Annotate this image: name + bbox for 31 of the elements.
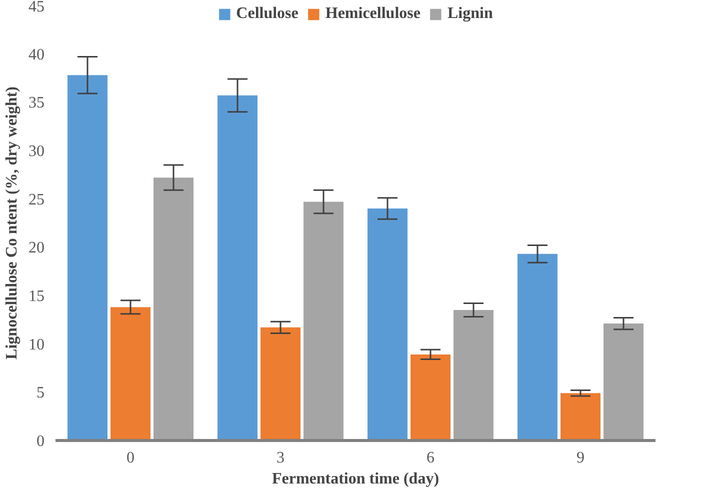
bar xyxy=(368,208,408,440)
y-tick-label: 40 xyxy=(28,46,44,64)
x-axis-title: Fermentation time (day) xyxy=(272,470,440,488)
y-tick-label: 45 xyxy=(28,0,44,16)
y-tick-label: 30 xyxy=(28,143,44,160)
legend-label: Cellulose xyxy=(236,5,298,23)
y-tick-label: 5 xyxy=(36,384,44,402)
bar xyxy=(218,95,258,440)
bar xyxy=(518,254,558,440)
legend-label: Hemicellulose xyxy=(325,5,420,23)
x-tick-label: 0 xyxy=(126,450,134,466)
x-tick-label: 3 xyxy=(276,450,284,466)
y-tick-label: 35 xyxy=(28,94,44,112)
bar xyxy=(110,307,150,440)
x-tick-label: 9 xyxy=(576,450,584,466)
bar xyxy=(604,324,644,440)
y-tick-label: 10 xyxy=(28,336,44,354)
y-tick-label: 20 xyxy=(28,240,44,257)
bar xyxy=(260,327,300,440)
bar xyxy=(68,75,108,440)
bar xyxy=(560,393,600,440)
bar xyxy=(454,310,494,440)
bar xyxy=(410,354,450,440)
x-tick-label: 6 xyxy=(426,450,434,466)
y-tick-label: 0 xyxy=(36,433,44,450)
y-axis-title: Lignocellulose Co ntent (%, dry weight) xyxy=(4,86,20,360)
bar xyxy=(304,202,344,440)
y-tick-label: 15 xyxy=(28,288,44,305)
bar xyxy=(154,178,194,440)
legend-label: Lignin xyxy=(447,5,493,23)
y-tick-label: 25 xyxy=(28,191,44,208)
